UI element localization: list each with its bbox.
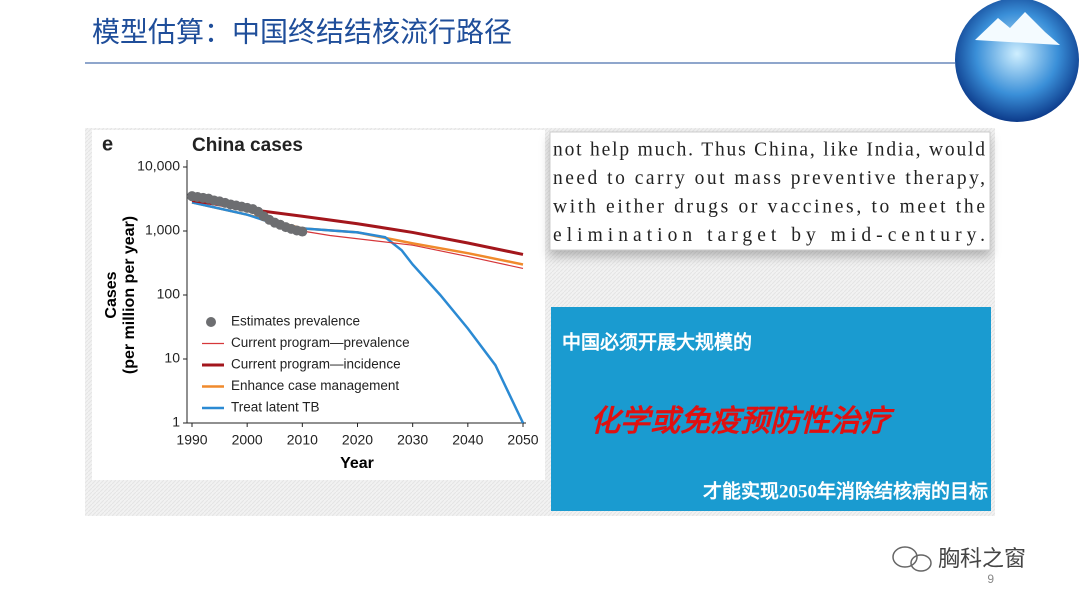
legend-label: Current program—incidence [231,357,401,372]
y-label: Cases [103,271,120,318]
panel-label: e [102,133,113,155]
y-tick-label: 10,000 [137,158,180,174]
chart: e China cases Cases (per million per year) Y… [102,133,539,472]
quote-line: need to carry out mass preventive therap… [553,168,985,189]
data-point [297,226,308,237]
quote-line: not help much. Thus China, like India, w… [553,139,985,160]
y-tick-label: 1 [172,414,180,430]
watermark: 胸科之窗 [938,546,1026,571]
x-tick-label: 2000 [232,432,263,448]
y-tick-label: 100 [157,286,181,302]
chart-title: China cases [192,135,303,156]
y-tick-label: 1,000 [145,222,180,238]
watermark-icon [892,546,932,572]
quote-line: with either drugs or vaccines, to meet t… [553,196,985,217]
box-line: 中国必须开展大规模的 [562,330,752,353]
x-tick-label: 2050 [507,432,538,448]
message-box [551,307,991,511]
chart-bg [92,130,545,480]
iceberg [955,0,1079,122]
legend-label: Current program—prevalence [231,335,410,350]
legend-marker [206,317,216,327]
x-tick-label: 2040 [452,432,483,448]
box-emphasis: 化学或免疫预防性治疗 [590,404,895,438]
page-number: 9 [987,572,994,586]
x-tick-label: 2020 [342,432,373,448]
x-tick-label: 2010 [287,432,318,448]
x-tick-label: 2030 [397,432,428,448]
y-tick-label: 10 [164,350,180,366]
legend-label: Estimates prevalence [231,314,360,329]
legend-label: Treat latent TB [231,400,320,415]
x-label: Year [340,455,374,472]
quote-box [549,131,991,251]
x-tick-label: 1990 [176,432,207,448]
legend-label: Enhance case management [231,378,399,393]
y-sublabel: (per million per year) [121,216,138,374]
slide-title: 模型估算：中国终结结核流行路径 [92,16,512,47]
box-line: 才能实现2050年消除结核病的目标 [703,479,988,502]
